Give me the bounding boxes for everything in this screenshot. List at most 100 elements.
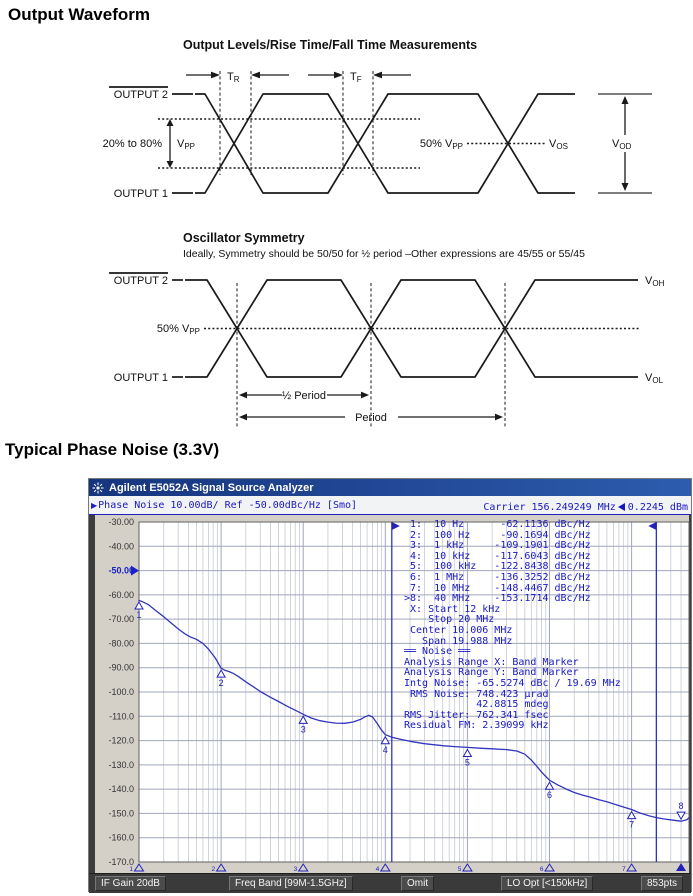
trace-marker-number: 2 [219,678,224,688]
axis-marker-icon[interactable] [297,863,309,872]
lo-opt-status[interactable]: LO Opt [<150kHz] [501,876,594,891]
axis-marker-number: 5 [458,866,462,873]
analyzer-info-line: Stop 20 MHz [404,614,495,626]
axis-marker-number: 3 [294,866,298,873]
y-axis-tick-label: -50.00 [108,566,134,576]
analyzer-info-line: 42.8815 mdeg [404,699,549,711]
axis-marker-number: 1 [129,866,133,873]
trace-marker-number: 8 [679,801,684,811]
y-axis-tick-label: -60.00 [108,590,134,600]
trace-marker-1[interactable] [134,600,144,610]
trace-select-arrow-icon: ▶ [91,500,98,510]
analyzer-info-line: X: Start 12 kHz [404,603,501,615]
axis-marker-icon[interactable] [544,863,555,872]
diagram1-title: Output Levels/Rise Time/Fall Time Measur… [183,38,478,52]
omit-status[interactable]: Omit [401,876,435,891]
range-vpp-label: VPP [177,138,195,151]
carrier-power: 0.2245 dBm [627,502,688,513]
diagram2-subtitle: Ideally, Symmetry should be 50/50 for ½ … [183,248,585,260]
trace-label[interactable]: Phase Noise 10.00dB/ Ref -50.00dBc/Hz [S… [98,499,358,511]
waveform-b-path [195,93,575,194]
output2-label: OUTPUT 2 [114,89,168,101]
period-arrowhead-left [239,413,247,421]
output1-label: OUTPUT 1 [114,372,168,384]
axis-marker-number: 4 [376,866,380,873]
oscillator-symmetry-diagram: OUTPUT 2 OUTPUT 1 50% VPP VOH VOL ½ Peri… [109,272,665,427]
vod-arrowhead-bottom [621,183,629,191]
agilent-sunburst-icon [92,482,104,493]
power-marker-flag-icon [617,503,625,511]
trace-marker-number: 3 [301,724,306,734]
if-gain-status[interactable]: IF Gain 20dB [95,876,166,891]
trace-marker-5[interactable] [462,748,473,757]
vpp-range-arrowhead-top [166,119,174,126]
vos-label: VOS [549,138,568,151]
half-period-arrowhead-right [361,391,369,399]
points-count-status: 853pts [640,876,683,891]
half-period-arrowhead-left [239,391,247,399]
trace-info-bar: ▶ Phase Noise 10.00dB/ Ref -50.00dBc/Hz … [89,496,691,515]
analyzer-info-line: 3: 1 kHz -109.1901 dBc/Hz [404,540,591,552]
axis-marker-icon[interactable] [626,863,638,872]
tf-right-arrowhead [373,71,382,79]
analyzer-window: Agilent E5052A Signal Source Analyzer ▶ … [88,478,692,893]
analyzer-info-line: 2: 100 Hz -90.1694 dBc/Hz [404,529,591,541]
analyzer-info-line: 7: 10 MHz -148.4467 dBc/Hz [404,582,591,594]
y-axis-tick-label: -100.0 [108,687,134,697]
freq-band-status[interactable]: Freq Band [99M-1.5GHz] [229,876,353,891]
analyzer-info-line: 5: 100 kHz -122.8438 dBc/Hz [404,561,591,573]
output1-label: OUTPUT 1 [114,188,168,200]
trace-marker-number: 6 [547,790,552,800]
marker-readout-block: 1: 10 Hz -62.1136 dBc/Hz 2: 100 Hz -90.1… [404,519,621,732]
y-axis-tick-label: -70.00 [108,614,134,624]
output-levels-diagram: OUTPUT 2 OUTPUT 1 TR TF 20% to 80% VPP 5… [103,71,652,200]
trace-marker-number: 5 [465,757,470,767]
period-arrowhead-right [495,413,503,421]
axis-marker-active-icon[interactable] [676,863,687,871]
analyzer-info-line: Analysis Range X: Band Marker [404,656,579,668]
trace-marker-3[interactable] [298,715,309,724]
tr-right-arrowhead [251,71,260,79]
analyzer-info-line: >8: 40 MHz -153.1714 dBc/Hz [404,593,591,605]
carrier-frequency: Carrier 156.249249 MHz [483,502,616,513]
analyzer-info-line: RMS Jitter: 762.341 fsec [404,709,549,721]
trace-marker-4[interactable] [380,735,391,745]
axis-marker-icon[interactable] [215,863,227,872]
axis-marker-icon[interactable] [461,863,473,872]
trace-marker-number: 7 [629,820,634,830]
y-axis-tick-label: -40.00 [108,541,134,551]
analyzer-info-line: Span 19.988 MHz [404,635,513,647]
vol-label: VOL [645,372,664,385]
y-axis-tick-label: -160.0 [108,833,134,843]
analyzer-info-line: Intg Noise: -65.5274 dBc / 19.69 MHz [404,677,621,689]
trace-marker-2[interactable] [216,669,226,678]
analyzer-info-line: Residual FM: 2.39099 kHz [404,720,549,732]
window-title: Agilent E5052A Signal Source Analyzer [109,481,314,494]
plot-area: -30.00 -40.00 -50.00 -60.00 -70.00 -80.00 -90.… [89,515,691,873]
analyzer-info-line: 6: 1 MHz -136.3252 dBc/Hz [404,571,591,583]
y-axis-tick-label: -150.0 [108,808,134,818]
status-bar: IF Gain 20dB Freq Band [99M-1.5GHz] Omit… [89,873,691,893]
trace-marker-7[interactable] [626,810,637,820]
axis-marker-number: 7 [622,866,626,873]
axis-marker-icon[interactable] [133,863,145,872]
tr-label: TR [227,71,240,84]
fifty-percent-vpp-label: 50% VPP [420,138,463,151]
vpp-range-arrowhead-bottom [166,161,174,168]
trace-marker-8[interactable] [676,811,686,821]
y-axis-tick-label: -120.0 [108,736,134,746]
axis-marker-icon[interactable] [379,863,391,872]
window-title-bar[interactable]: Agilent E5052A Signal Source Analyzer [89,479,691,496]
range-label: 20% to 80% [103,138,163,150]
phase-noise-trace [138,599,690,822]
tf-left-arrowhead [334,71,343,79]
y-axis-tick-label: -90.00 [108,663,134,673]
diagram2-title: Oscillator Symmetry [183,231,305,245]
tr-left-arrowhead [211,71,220,79]
axis-marker-number: 2 [211,866,215,873]
tf-label: TF [350,71,362,84]
phase-noise-plot[interactable]: -30.00 -40.00 -50.00 -60.00 -70.00 -80.00 -90.… [95,515,691,873]
trace-marker-6[interactable] [544,781,555,790]
band-start-flag-icon [391,522,400,530]
band-stop-flag-icon [648,522,657,530]
